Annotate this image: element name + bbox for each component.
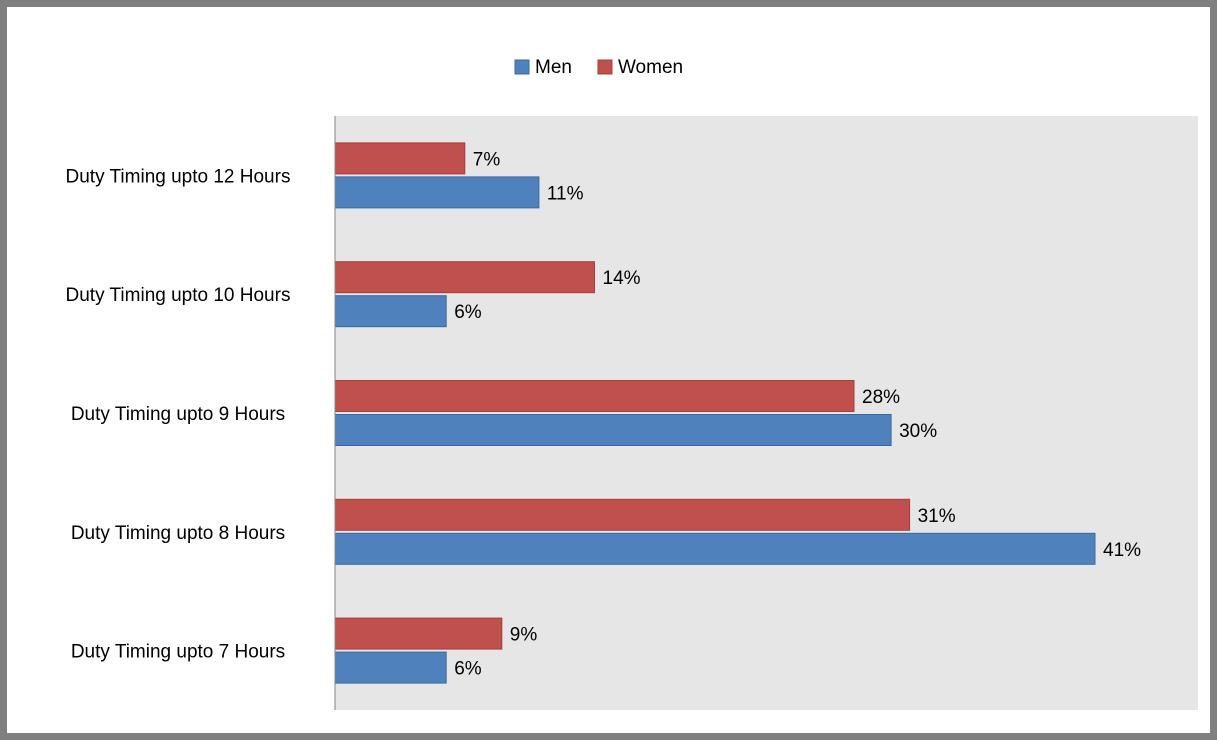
- bar-women-duty-timing-upto-12-hours: [334, 142, 466, 175]
- bar-women-duty-timing-upto-10-hours: [334, 261, 595, 294]
- bar-men-duty-timing-upto-7-hours: [334, 651, 447, 684]
- legend-swatch-men: [514, 59, 530, 75]
- legend-label-men: Men: [535, 57, 572, 78]
- data-label-women-duty-timing-upto-10-hours: 14%: [603, 268, 641, 289]
- data-label-men-duty-timing-upto-7-hours: 6%: [454, 659, 482, 680]
- legend-swatch-women: [597, 59, 613, 75]
- bar-men-duty-timing-upto-9-hours: [334, 414, 892, 446]
- data-label-women-duty-timing-upto-7-hours: 9%: [510, 625, 538, 646]
- bar-women-duty-timing-upto-9-hours: [334, 380, 855, 412]
- data-label-men-duty-timing-upto-12-hours: 11%: [547, 183, 584, 204]
- bar-men-duty-timing-upto-10-hours: [334, 295, 447, 328]
- category-label-duty-timing-upto-10-hours: Duty Timing upto 10 Hours: [66, 285, 291, 306]
- bar-men-duty-timing-upto-12-hours: [334, 176, 540, 209]
- category-labels-group: Duty Timing upto 12 Hours Duty Timing upt…: [66, 166, 291, 662]
- data-label-women-duty-timing-upto-12-hours: 7%: [473, 149, 501, 170]
- data-label-men-duty-timing-upto-8-hours: 41%: [1103, 540, 1141, 561]
- data-label-women-duty-timing-upto-9-hours: 28%: [862, 387, 900, 408]
- plot-area: [335, 116, 1198, 710]
- category-label-duty-timing-upto-12-hours: Duty Timing upto 12 Hours: [66, 166, 291, 187]
- data-label-men-duty-timing-upto-10-hours: 6%: [454, 302, 482, 323]
- bars-group: 7% 11% 14% 6% 28% 30% 31% 41% 9% 6%: [334, 142, 1141, 684]
- data-label-men-duty-timing-upto-9-hours: 30%: [899, 421, 937, 442]
- legend: Men Women: [514, 57, 683, 78]
- legend-label-women: Women: [618, 57, 683, 78]
- category-label-duty-timing-upto-9-hours: Duty Timing upto 9 Hours: [71, 404, 285, 425]
- category-label-duty-timing-upto-8-hours: Duty Timing upto 8 Hours: [71, 523, 285, 544]
- category-label-duty-timing-upto-7-hours: Duty Timing upto 7 Hours: [71, 642, 285, 663]
- bar-women-duty-timing-upto-7-hours: [334, 617, 503, 650]
- bar-men-duty-timing-upto-8-hours: [334, 532, 1096, 565]
- data-label-women-duty-timing-upto-8-hours: 31%: [918, 506, 956, 527]
- bar-women-duty-timing-upto-8-hours: [334, 498, 911, 531]
